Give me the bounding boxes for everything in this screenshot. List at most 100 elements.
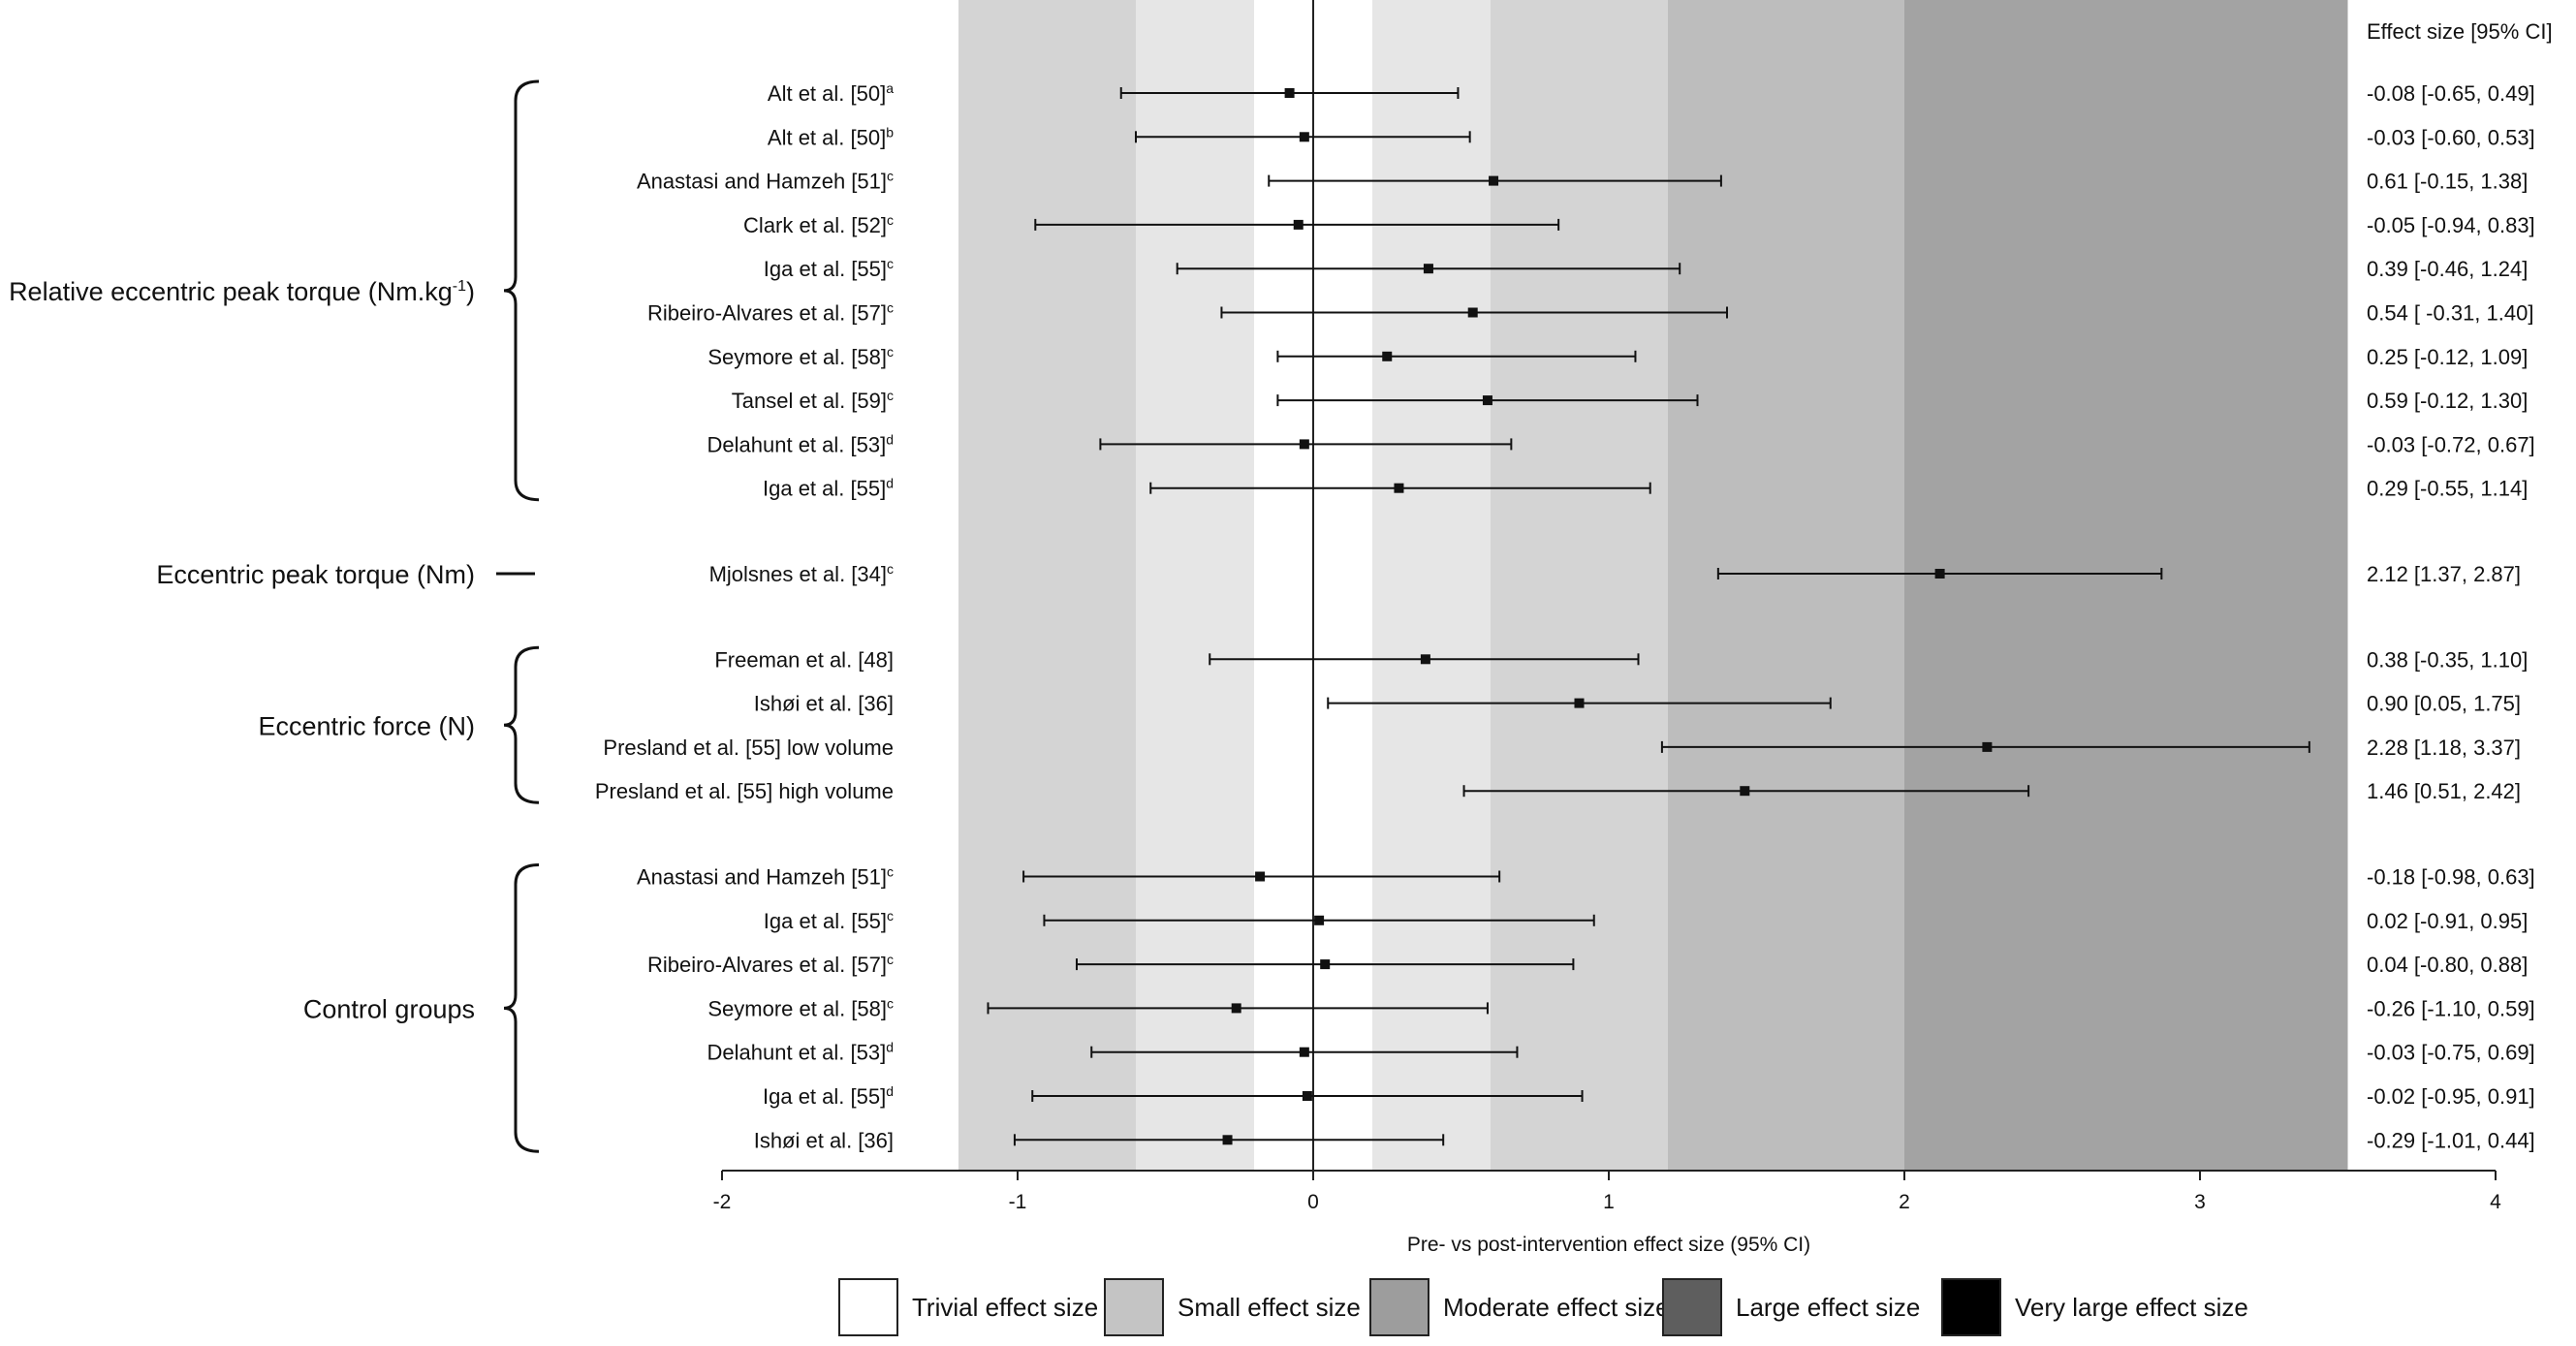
effect-size-value: 0.04 [-0.80, 0.88] bbox=[2367, 953, 2528, 977]
x-tick-label: 3 bbox=[2194, 1191, 2206, 1213]
point-estimate bbox=[1394, 483, 1404, 493]
group-label-text: Relative eccentric peak torque (Nm.kg bbox=[9, 277, 453, 306]
x-tick-label: 0 bbox=[1307, 1191, 1319, 1213]
group-label: Eccentric peak torque (Nm) bbox=[156, 560, 475, 589]
study-name: Alt et al. [50] bbox=[768, 125, 886, 149]
group-label-superscript: -1 bbox=[453, 278, 466, 295]
x-tick-label: -2 bbox=[713, 1191, 732, 1213]
study-label: Alt et al. [50]b bbox=[768, 124, 894, 149]
group-label-text: Control groups bbox=[303, 994, 475, 1023]
group-brace bbox=[503, 645, 540, 804]
study-footnote-mark: c bbox=[887, 388, 894, 403]
study-label: Tansel et al. [59]c bbox=[732, 388, 894, 413]
group-label: Relative eccentric peak torque (Nm.kg-1) bbox=[9, 277, 475, 306]
study-label: Ribeiro-Alvares et al. [57]c bbox=[647, 300, 894, 326]
group-label-text: Eccentric peak torque (Nm) bbox=[156, 560, 475, 589]
study-footnote-mark: c bbox=[887, 344, 894, 360]
study-footnote-mark: c bbox=[887, 908, 894, 923]
legend: Trivial effect size Small effect size Mode… bbox=[838, 1278, 2248, 1336]
study-label: Iga et al. [55]d bbox=[763, 476, 894, 501]
study-name: Mjolsnes et al. [34] bbox=[709, 562, 887, 586]
effect-size-value: 0.54 [ -0.31, 1.40] bbox=[2367, 301, 2533, 326]
effect-size-value: 0.39 [-0.46, 1.24] bbox=[2367, 257, 2528, 281]
study-rows: Alt et al. [50]a -0.08 [-0.65, 0.49]Alt e… bbox=[595, 80, 2535, 1152]
point-estimate bbox=[1299, 439, 1309, 450]
study-name: Presland et al. [55] high volume bbox=[595, 779, 894, 803]
point-estimate bbox=[1302, 1091, 1312, 1101]
legend-label: Very large effect size bbox=[2015, 1293, 2248, 1322]
group-labels: Relative eccentric peak torque (Nm.kg-1)… bbox=[9, 79, 540, 1153]
study-footnote-mark: c bbox=[887, 561, 894, 577]
legend-swatch bbox=[1941, 1278, 2001, 1336]
study-label: Ribeiro-Alvares et al. [57]c bbox=[647, 952, 894, 977]
study-footnote-mark: d bbox=[886, 476, 894, 491]
study-label: Iga et al. [55]c bbox=[764, 256, 894, 281]
study-name: Ribeiro-Alvares et al. [57] bbox=[647, 953, 887, 977]
legend-label: Trivial effect size bbox=[912, 1293, 1098, 1322]
study-label: Anastasi and Hamzeh [51]c bbox=[637, 864, 894, 890]
point-estimate bbox=[1482, 395, 1492, 406]
effect-size-value: -0.18 [-0.98, 0.63] bbox=[2367, 865, 2535, 890]
study-label: Delahunt et al. [53]d bbox=[707, 1040, 894, 1065]
study-name: Iga et al. [55] bbox=[764, 257, 887, 281]
group-brace bbox=[503, 79, 540, 502]
effect-size-value: 0.59 [-0.12, 1.30] bbox=[2367, 389, 2528, 413]
study-footnote-mark: c bbox=[887, 256, 894, 271]
study-footnote-mark: c bbox=[887, 952, 894, 967]
group-label: Control groups bbox=[303, 994, 475, 1023]
study-label: Iga et al. [55]d bbox=[763, 1083, 894, 1109]
effect-size-value: 1.46 [0.51, 2.42] bbox=[2367, 779, 2521, 803]
effect-size-value: -0.03 [-0.60, 0.53] bbox=[2367, 125, 2535, 149]
legend-label: Large effect size bbox=[1736, 1293, 1920, 1322]
band-1 bbox=[1136, 0, 1254, 1171]
study-name: Anastasi and Hamzeh [51] bbox=[637, 170, 887, 194]
point-estimate bbox=[1299, 132, 1309, 142]
point-estimate bbox=[1982, 741, 1993, 752]
study-label: Mjolsnes et al. [34]c bbox=[709, 561, 894, 586]
band-5 bbox=[1668, 0, 1904, 1171]
effect-size-value: -0.08 [-0.65, 0.49] bbox=[2367, 81, 2535, 106]
point-estimate bbox=[1467, 307, 1478, 318]
band-3 bbox=[1372, 0, 1491, 1171]
effect-size-value: -0.02 [-0.95, 0.91] bbox=[2367, 1084, 2535, 1109]
effect-size-value: 2.28 [1.18, 3.37] bbox=[2367, 736, 2521, 760]
point-estimate bbox=[1740, 786, 1750, 797]
group-brace bbox=[503, 863, 540, 1153]
study-name: Clark et al. [52] bbox=[743, 213, 887, 237]
study-footnote-mark: b bbox=[886, 124, 894, 140]
study-name: Seymore et al. [58] bbox=[707, 345, 887, 369]
study-name: Tansel et al. [59] bbox=[732, 389, 887, 413]
study-footnote-mark: c bbox=[887, 212, 894, 228]
point-estimate bbox=[1320, 959, 1331, 970]
point-estimate bbox=[1314, 915, 1325, 925]
study-footnote-mark: a bbox=[886, 80, 894, 96]
study-footnote-mark: c bbox=[887, 300, 894, 316]
study-label: Alt et al. [50]a bbox=[768, 80, 894, 106]
point-estimate bbox=[1222, 1135, 1233, 1145]
study-name: Delahunt et al. [53] bbox=[707, 1041, 887, 1065]
legend-swatch bbox=[1662, 1278, 1722, 1336]
ci-column-header: Effect size [95% CI] bbox=[2367, 19, 2553, 44]
study-name: Iga et al. [55] bbox=[763, 1084, 886, 1109]
legend-label: Moderate effect size bbox=[1443, 1293, 1670, 1322]
study-label: Clark et al. [52]c bbox=[743, 212, 894, 237]
point-estimate bbox=[1255, 871, 1266, 882]
point-estimate bbox=[1934, 569, 1945, 579]
point-estimate bbox=[1420, 654, 1430, 665]
point-estimate bbox=[1489, 175, 1499, 186]
effect-size-value: 0.29 [-0.55, 1.14] bbox=[2367, 477, 2528, 501]
effect-size-value: -0.29 [-1.01, 0.44] bbox=[2367, 1128, 2535, 1152]
study-name: Seymore et al. [58] bbox=[707, 996, 887, 1020]
study-name: Delahunt et al. [53] bbox=[707, 432, 887, 456]
effect-size-value: 0.90 [0.05, 1.75] bbox=[2367, 692, 2521, 716]
effect-size-value: -0.05 [-0.94, 0.83] bbox=[2367, 213, 2535, 237]
point-estimate bbox=[1231, 1003, 1241, 1014]
study-label: Seymore et al. [58]c bbox=[707, 344, 894, 369]
point-estimate bbox=[1284, 88, 1295, 98]
band-6 bbox=[1904, 0, 2348, 1171]
point-estimate bbox=[1299, 1047, 1309, 1057]
effect-size-value: 2.12 [1.37, 2.87] bbox=[2367, 562, 2521, 586]
study-name: Alt et al. [50] bbox=[768, 81, 886, 106]
study-label: Presland et al. [55] low volume bbox=[603, 736, 894, 760]
